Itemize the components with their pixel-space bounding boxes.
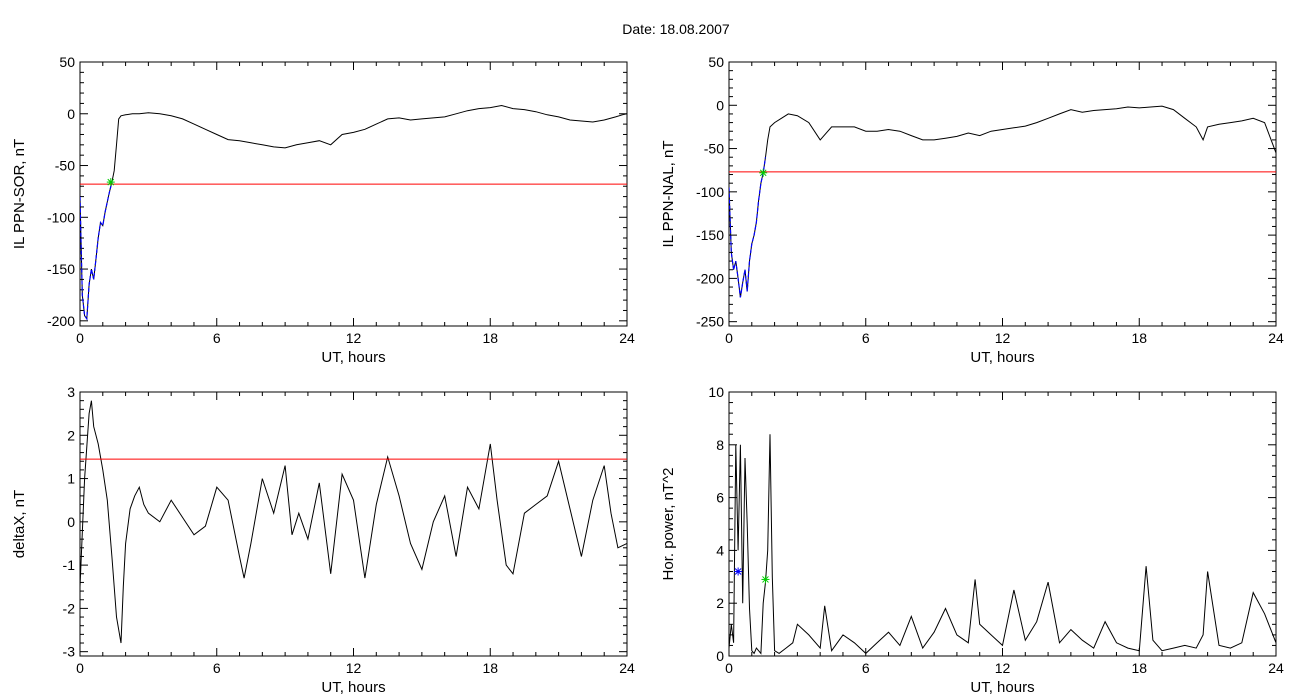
chart-deltax: 0 6 12 18 24 3 2 1 0 -1 -2 -3 UT, hours deltaX, nT xyxy=(11,384,635,696)
y-tick-label: 0 xyxy=(716,648,724,664)
marker-stroke xyxy=(107,178,115,186)
plot-frame xyxy=(79,391,628,657)
plot-area xyxy=(80,104,627,321)
plot-frame xyxy=(728,391,1277,657)
highlight-segment xyxy=(80,181,113,321)
y-axis-label: IL PPN-NAL, nT xyxy=(660,141,677,248)
x-tick-label: 6 xyxy=(213,330,221,346)
x-tick-label: 12 xyxy=(346,330,362,346)
x-tick-label: 0 xyxy=(76,330,84,346)
x-tick-label: 18 xyxy=(482,330,498,346)
y-tick-label: 2 xyxy=(716,595,724,611)
y-tick-label: 1 xyxy=(67,471,75,487)
series-line xyxy=(729,434,1276,655)
marker-asterisk xyxy=(761,575,770,584)
chart-sor: 0 6 12 18 24 50 0 -50 -100 -150 -200 UT, hours IL PP… xyxy=(11,54,635,366)
chart-power: 0 6 12 18 24 10 8 6 4 2 0 UT, hours Hor. power, nT^2 xyxy=(660,384,1284,696)
x-tick-label: 0 xyxy=(725,660,733,676)
x-tick-label: 0 xyxy=(725,330,733,346)
y-tick-label: -2 xyxy=(63,600,76,616)
plot-frame xyxy=(728,61,1277,327)
y-tick-label: 0 xyxy=(67,106,75,122)
y-axis-label: deltaX, nT xyxy=(11,490,28,558)
y-tick-label: 2 xyxy=(67,427,75,443)
y-tick-label: 0 xyxy=(67,514,75,530)
x-axis-label: UT, hours xyxy=(970,679,1034,696)
x-tick-label: 24 xyxy=(619,330,635,346)
y-tick-label: -200 xyxy=(47,313,75,329)
marker-stroke xyxy=(759,169,767,177)
y-tick-label: -100 xyxy=(47,209,75,225)
x-tick-label: 18 xyxy=(1131,330,1147,346)
x-tick-label: 6 xyxy=(862,660,870,676)
x-tick-label: 24 xyxy=(619,660,635,676)
x-tick-label: 12 xyxy=(995,660,1011,676)
plot-area xyxy=(729,434,1276,655)
highlight-segment xyxy=(729,157,767,298)
marker-asterisk xyxy=(106,178,115,187)
x-axis-label: UT, hours xyxy=(321,349,385,366)
y-tick-label: -50 xyxy=(704,141,724,157)
figure-title: Date: 18.08.2007 xyxy=(622,21,730,37)
x-tick-label: 24 xyxy=(1268,330,1284,346)
y-tick-label: 10 xyxy=(708,384,724,400)
x-tick-label: 12 xyxy=(995,330,1011,346)
plot-area xyxy=(729,105,1276,298)
y-tick-label: -150 xyxy=(696,227,724,243)
y-tick-label: 6 xyxy=(716,490,724,506)
chart-nal: 0 6 12 18 24 50 0 -50 -100 -150 -200 -250 UT, hours I… xyxy=(660,54,1284,366)
y-tick-label: 50 xyxy=(708,54,724,70)
marker-asterisk xyxy=(759,168,768,177)
x-tick-label: 6 xyxy=(862,330,870,346)
marker-stroke xyxy=(734,568,742,575)
x-tick-label: 24 xyxy=(1268,660,1284,676)
x-tick-label: 6 xyxy=(213,660,221,676)
marker-stroke xyxy=(762,576,769,583)
plot-area xyxy=(80,400,627,644)
y-tick-label: -100 xyxy=(696,184,724,200)
x-tick-label: 12 xyxy=(346,660,362,676)
series-line xyxy=(80,400,627,644)
x-axis-label: UT, hours xyxy=(970,349,1034,366)
y-axis-label: Hor. power, nT^2 xyxy=(660,468,677,581)
y-tick-label: -150 xyxy=(47,261,75,277)
y-axis-label: IL PPN-SOR, nT xyxy=(11,139,28,249)
series-line xyxy=(729,105,1276,298)
y-tick-label: -50 xyxy=(55,158,75,174)
x-tick-label: 0 xyxy=(76,660,84,676)
y-tick-label: 50 xyxy=(59,54,75,70)
x-tick-label: 18 xyxy=(482,660,498,676)
y-tick-label: -200 xyxy=(696,270,724,286)
y-tick-label: -3 xyxy=(63,644,76,660)
y-tick-label: 0 xyxy=(716,97,724,113)
y-tick-label: -1 xyxy=(63,557,76,573)
marker-asterisk xyxy=(734,567,743,576)
y-tick-label: 3 xyxy=(67,384,75,400)
y-tick-label: 8 xyxy=(716,437,724,453)
plot-frame xyxy=(79,61,628,327)
y-tick-label: 4 xyxy=(716,542,724,558)
x-axis-label: UT, hours xyxy=(321,679,385,696)
series-line xyxy=(80,104,627,321)
y-tick-label: -250 xyxy=(696,314,724,330)
x-tick-label: 18 xyxy=(1131,660,1147,676)
